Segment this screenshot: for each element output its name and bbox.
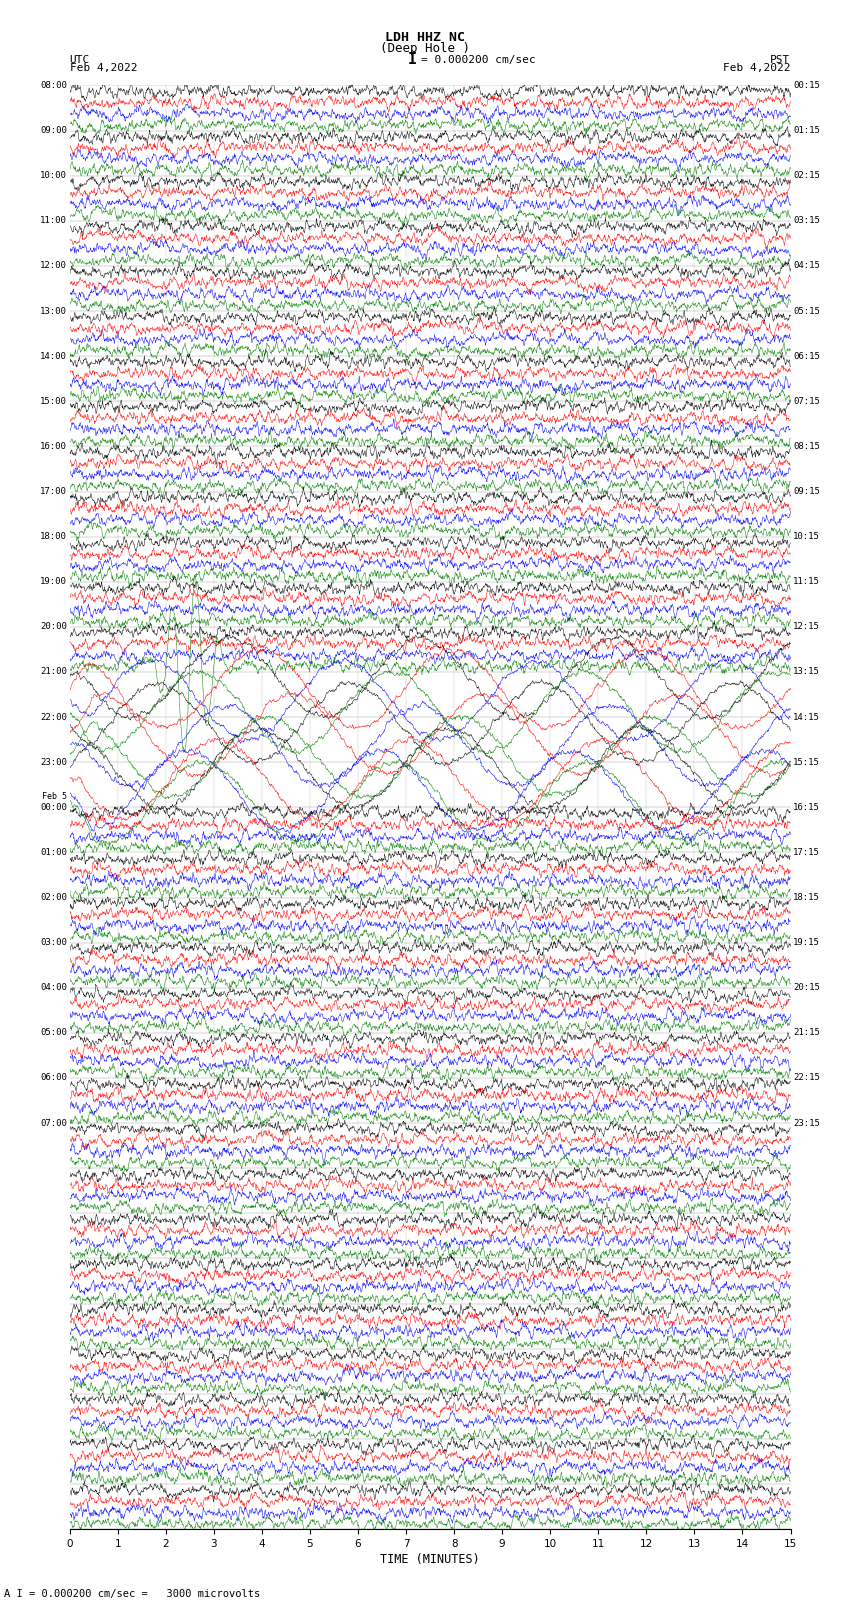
Text: 20:00: 20:00 xyxy=(40,623,67,631)
Text: 14:00: 14:00 xyxy=(40,352,67,361)
Text: 14:15: 14:15 xyxy=(793,713,820,721)
Text: 01:15: 01:15 xyxy=(793,126,820,135)
Text: PST: PST xyxy=(770,55,790,65)
Text: 06:00: 06:00 xyxy=(40,1074,67,1082)
Text: 11:00: 11:00 xyxy=(40,216,67,226)
Text: 19:00: 19:00 xyxy=(40,577,67,586)
Text: 01:00: 01:00 xyxy=(40,848,67,857)
Text: 11:15: 11:15 xyxy=(793,577,820,586)
Text: 18:00: 18:00 xyxy=(40,532,67,540)
Text: LDH HHZ NC: LDH HHZ NC xyxy=(385,31,465,44)
Text: 03:15: 03:15 xyxy=(793,216,820,226)
Text: 20:15: 20:15 xyxy=(793,984,820,992)
Text: 17:15: 17:15 xyxy=(793,848,820,857)
Text: 08:15: 08:15 xyxy=(793,442,820,452)
Text: 07:00: 07:00 xyxy=(40,1118,67,1127)
Text: I: I xyxy=(408,52,416,68)
Text: 02:15: 02:15 xyxy=(793,171,820,181)
Text: 16:15: 16:15 xyxy=(793,803,820,811)
Text: A I = 0.000200 cm/sec =   3000 microvolts: A I = 0.000200 cm/sec = 3000 microvolts xyxy=(4,1589,260,1598)
Text: 00:00: 00:00 xyxy=(40,803,67,811)
Text: 18:15: 18:15 xyxy=(793,894,820,902)
Text: 19:15: 19:15 xyxy=(793,939,820,947)
Text: 12:15: 12:15 xyxy=(793,623,820,631)
Text: 22:15: 22:15 xyxy=(793,1074,820,1082)
Text: Feb 5: Feb 5 xyxy=(42,792,67,802)
Text: 12:00: 12:00 xyxy=(40,261,67,271)
Text: 08:00: 08:00 xyxy=(40,81,67,90)
Text: 09:00: 09:00 xyxy=(40,126,67,135)
Text: 00:15: 00:15 xyxy=(793,81,820,90)
Text: 22:00: 22:00 xyxy=(40,713,67,721)
Text: 13:00: 13:00 xyxy=(40,306,67,316)
Text: Feb 4,2022: Feb 4,2022 xyxy=(723,63,791,73)
Text: 04:00: 04:00 xyxy=(40,984,67,992)
Text: 03:00: 03:00 xyxy=(40,939,67,947)
Text: 04:15: 04:15 xyxy=(793,261,820,271)
Text: 13:15: 13:15 xyxy=(793,668,820,676)
Text: 02:00: 02:00 xyxy=(40,894,67,902)
Text: 09:15: 09:15 xyxy=(793,487,820,497)
Text: 17:00: 17:00 xyxy=(40,487,67,497)
Text: UTC: UTC xyxy=(70,55,90,65)
Text: Feb 4,2022: Feb 4,2022 xyxy=(70,63,137,73)
Text: 05:00: 05:00 xyxy=(40,1029,67,1037)
Text: 21:00: 21:00 xyxy=(40,668,67,676)
Text: = 0.000200 cm/sec: = 0.000200 cm/sec xyxy=(421,55,536,65)
Text: (Deep Hole ): (Deep Hole ) xyxy=(380,42,470,55)
Text: 21:15: 21:15 xyxy=(793,1029,820,1037)
Text: 05:15: 05:15 xyxy=(793,306,820,316)
Text: 23:00: 23:00 xyxy=(40,758,67,766)
Text: 23:15: 23:15 xyxy=(793,1118,820,1127)
Text: 07:15: 07:15 xyxy=(793,397,820,406)
Text: 10:00: 10:00 xyxy=(40,171,67,181)
Text: 10:15: 10:15 xyxy=(793,532,820,540)
Text: 15:00: 15:00 xyxy=(40,397,67,406)
X-axis label: TIME (MINUTES): TIME (MINUTES) xyxy=(380,1553,480,1566)
Text: 06:15: 06:15 xyxy=(793,352,820,361)
Text: 15:15: 15:15 xyxy=(793,758,820,766)
Text: 16:00: 16:00 xyxy=(40,442,67,452)
